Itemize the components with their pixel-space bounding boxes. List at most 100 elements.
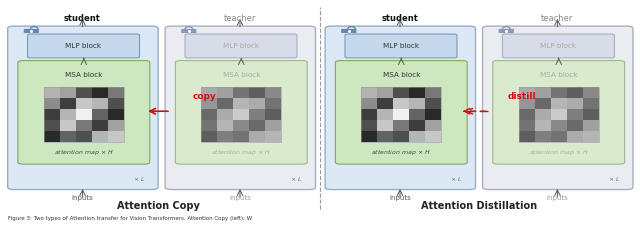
Bar [567,87,583,98]
Bar [266,98,282,109]
Text: copy: copy [193,92,217,101]
Bar [76,120,92,131]
Bar [550,109,567,120]
Bar [550,120,567,131]
FancyBboxPatch shape [28,34,140,58]
Text: MLP block: MLP block [540,43,577,49]
Bar [217,98,233,109]
Bar [534,131,550,142]
Text: Attention Distillation: Attention Distillation [420,201,537,211]
Bar [567,109,583,120]
Bar [361,120,377,131]
Bar [410,120,426,131]
Bar [217,120,233,131]
Bar [550,98,567,109]
Bar [393,120,410,131]
Text: inputs: inputs [389,195,411,201]
Bar [534,98,550,109]
Text: inputs: inputs [229,195,251,201]
Bar [361,87,377,98]
Bar [534,120,550,131]
Bar [426,109,442,120]
Bar [92,109,108,120]
Bar [44,87,124,142]
Bar [250,87,266,98]
Bar [44,98,60,109]
FancyBboxPatch shape [345,34,457,58]
Bar [250,131,266,142]
FancyBboxPatch shape [24,29,39,33]
Bar [76,87,92,98]
Bar [410,131,426,142]
Bar [410,98,426,109]
Text: MSA block: MSA block [383,72,420,77]
Text: $\times$ $L$: $\times$ $L$ [608,175,620,183]
FancyBboxPatch shape [181,29,196,33]
FancyBboxPatch shape [493,61,625,164]
Bar [217,109,233,120]
Bar [60,120,76,131]
Bar [377,87,393,98]
Text: teacher: teacher [541,14,573,23]
Bar [60,109,76,120]
Bar [217,87,233,98]
FancyBboxPatch shape [165,26,316,190]
Bar [550,131,567,142]
FancyBboxPatch shape [175,61,307,164]
Bar [518,98,534,109]
Text: inputs: inputs [547,195,568,201]
Text: attention map $\times$ $H$: attention map $\times$ $H$ [371,148,431,157]
Text: $\times$ $L$: $\times$ $L$ [133,175,145,183]
Text: Attention Copy: Attention Copy [117,201,200,211]
FancyBboxPatch shape [483,26,633,190]
Bar [217,131,233,142]
Bar [201,98,217,109]
FancyBboxPatch shape [325,26,476,190]
Bar [108,131,124,142]
Bar [92,87,108,98]
Bar [550,87,567,98]
Bar [361,98,377,109]
Bar [534,87,550,98]
Bar [250,98,266,109]
Text: Figure 3: Two types of Attention transfer for Vision Transformers. Attention Cop: Figure 3: Two types of Attention transfe… [8,216,252,221]
Bar [233,98,250,109]
Bar [76,98,92,109]
Bar [426,120,442,131]
Text: MLP block: MLP block [65,43,102,49]
Bar [583,87,599,98]
Text: MSA block: MSA block [223,72,260,77]
Text: distill: distill [508,92,536,101]
FancyBboxPatch shape [335,61,467,164]
Bar [44,131,60,142]
Bar [250,109,266,120]
Bar [266,87,282,98]
Bar [233,109,250,120]
Bar [233,131,250,142]
Text: MSA block: MSA block [540,72,577,77]
Bar [377,98,393,109]
Bar [76,131,92,142]
Bar [393,131,410,142]
Text: attention map $\times$ $H$: attention map $\times$ $H$ [54,148,114,157]
Bar [393,98,410,109]
Text: MLP block: MLP block [383,43,419,49]
Text: $\times$ $L$: $\times$ $L$ [451,175,463,183]
Text: $\times$ $L$: $\times$ $L$ [291,175,303,183]
Bar [108,109,124,120]
Bar [583,120,599,131]
Bar [518,87,534,98]
Bar [108,120,124,131]
Text: student: student [64,14,101,23]
Bar [518,87,599,142]
Bar [377,109,393,120]
Bar [233,120,250,131]
Bar [108,98,124,109]
Bar [108,87,124,98]
FancyBboxPatch shape [185,34,297,58]
Bar [393,87,410,98]
Bar [92,120,108,131]
Bar [567,131,583,142]
Bar [426,131,442,142]
Bar [250,120,266,131]
